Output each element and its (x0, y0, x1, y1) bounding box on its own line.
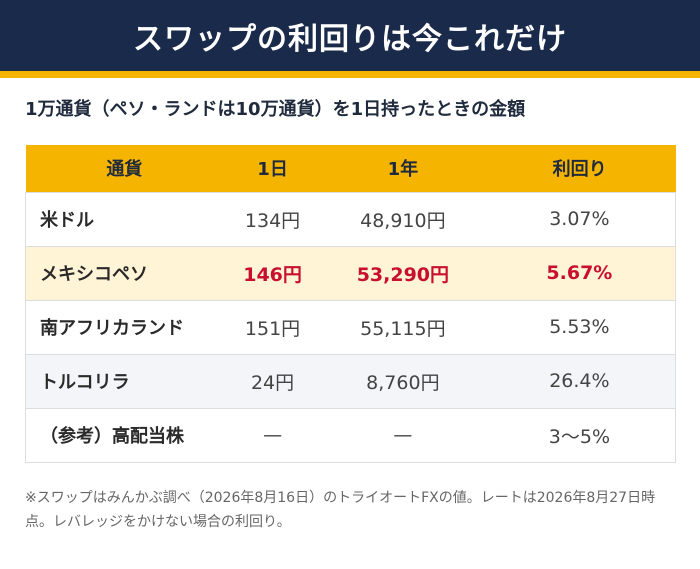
one-day-amount: — (223, 407, 322, 463)
yield-rate: 5.53% (483, 299, 676, 355)
one-day-amount: 146円 (223, 245, 322, 301)
currency-name: 米ドル (25, 191, 224, 247)
one-year-amount: 55,115円 (321, 299, 484, 355)
swap-yield-table: 通貨 1日 1年 利回り 米ドル 134円 48,910円 3.07% メキシコ… (25, 145, 676, 463)
yield-rate: 5.67% (483, 245, 676, 301)
one-day-amount: 24円 (223, 353, 322, 409)
one-year-amount: 48,910円 (321, 191, 484, 247)
currency-name: 南アフリカランド (25, 299, 224, 355)
one-year-amount: 8,760円 (321, 353, 484, 409)
table-subtitle: 1万通貨（ペソ・ランドは10万通貨）を1日持ったときの金額 (25, 99, 526, 120)
one-year-amount: — (321, 407, 484, 463)
currency-name: メキシコペソ (25, 245, 224, 301)
header-one-day: 1日 (223, 145, 322, 192)
currency-name: （参考）高配当株 (25, 407, 224, 463)
page-title: スワップの利回りは今これだけ (133, 21, 567, 57)
one-day-amount: 151円 (223, 299, 322, 355)
currency-name: トルコリラ (25, 353, 224, 409)
one-year-amount: 53,290円 (321, 245, 484, 301)
header-currency: 通貨 (25, 145, 224, 192)
table-row-dividend-stock: （参考）高配当株 — — 3〜5% (25, 407, 676, 463)
table-header-row: 通貨 1日 1年 利回り (25, 145, 676, 192)
yield-rate: 3〜5% (483, 407, 676, 463)
accent-divider (0, 71, 700, 78)
footnote: ※スワップはみんかぶ調べ（2026年8月16日）のトライオートFXの値。レートは… (25, 490, 656, 530)
one-day-amount: 134円 (223, 191, 322, 247)
yield-rate: 26.4% (483, 353, 676, 409)
header-banner: スワップの利回りは今これだけ (0, 0, 700, 71)
table-row-zar: 南アフリカランド 151円 55,115円 5.53% (25, 299, 676, 355)
header-yield: 利回り (483, 145, 676, 192)
yield-rate: 3.07% (483, 191, 676, 247)
table-row-try: トルコリラ 24円 8,760円 26.4% (25, 353, 676, 409)
header-one-year: 1年 (321, 145, 484, 192)
table-row-usd: 米ドル 134円 48,910円 3.07% (25, 191, 676, 247)
table-row-mxn: メキシコペソ 146円 53,290円 5.67% (25, 245, 676, 301)
